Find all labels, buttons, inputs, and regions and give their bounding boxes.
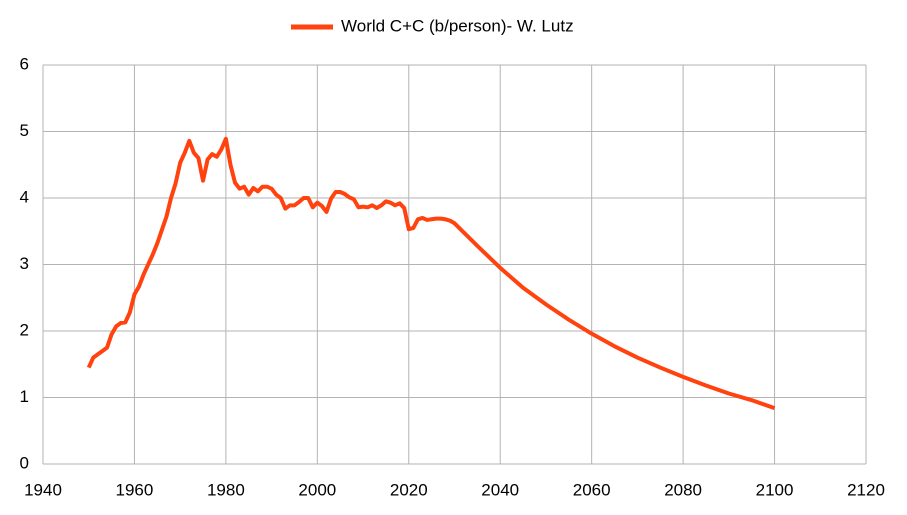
y-tick-label: 1 bbox=[20, 387, 29, 406]
y-tick-label: 0 bbox=[20, 453, 29, 472]
x-tick-label: 2100 bbox=[756, 480, 794, 499]
x-tick-label: 2040 bbox=[481, 480, 519, 499]
y-tick-label: 6 bbox=[20, 54, 29, 73]
x-tick-label: 2000 bbox=[298, 480, 336, 499]
x-tick-label: 2080 bbox=[664, 480, 702, 499]
y-tick-label: 3 bbox=[20, 254, 29, 273]
y-tick-label: 4 bbox=[20, 187, 29, 206]
x-tick-label: 2120 bbox=[847, 480, 885, 499]
y-tick-label: 2 bbox=[20, 320, 29, 339]
x-tick-label: 1980 bbox=[207, 480, 245, 499]
x-tick-label: 1940 bbox=[24, 480, 62, 499]
x-tick-label: 2060 bbox=[573, 480, 611, 499]
legend-label: World C+C (b/person)- W. Lutz bbox=[341, 16, 574, 35]
x-tick-label: 1960 bbox=[116, 480, 154, 499]
x-tick-label: 2020 bbox=[390, 480, 428, 499]
data-line bbox=[86, 136, 776, 411]
y-tick-label: 5 bbox=[20, 121, 29, 140]
